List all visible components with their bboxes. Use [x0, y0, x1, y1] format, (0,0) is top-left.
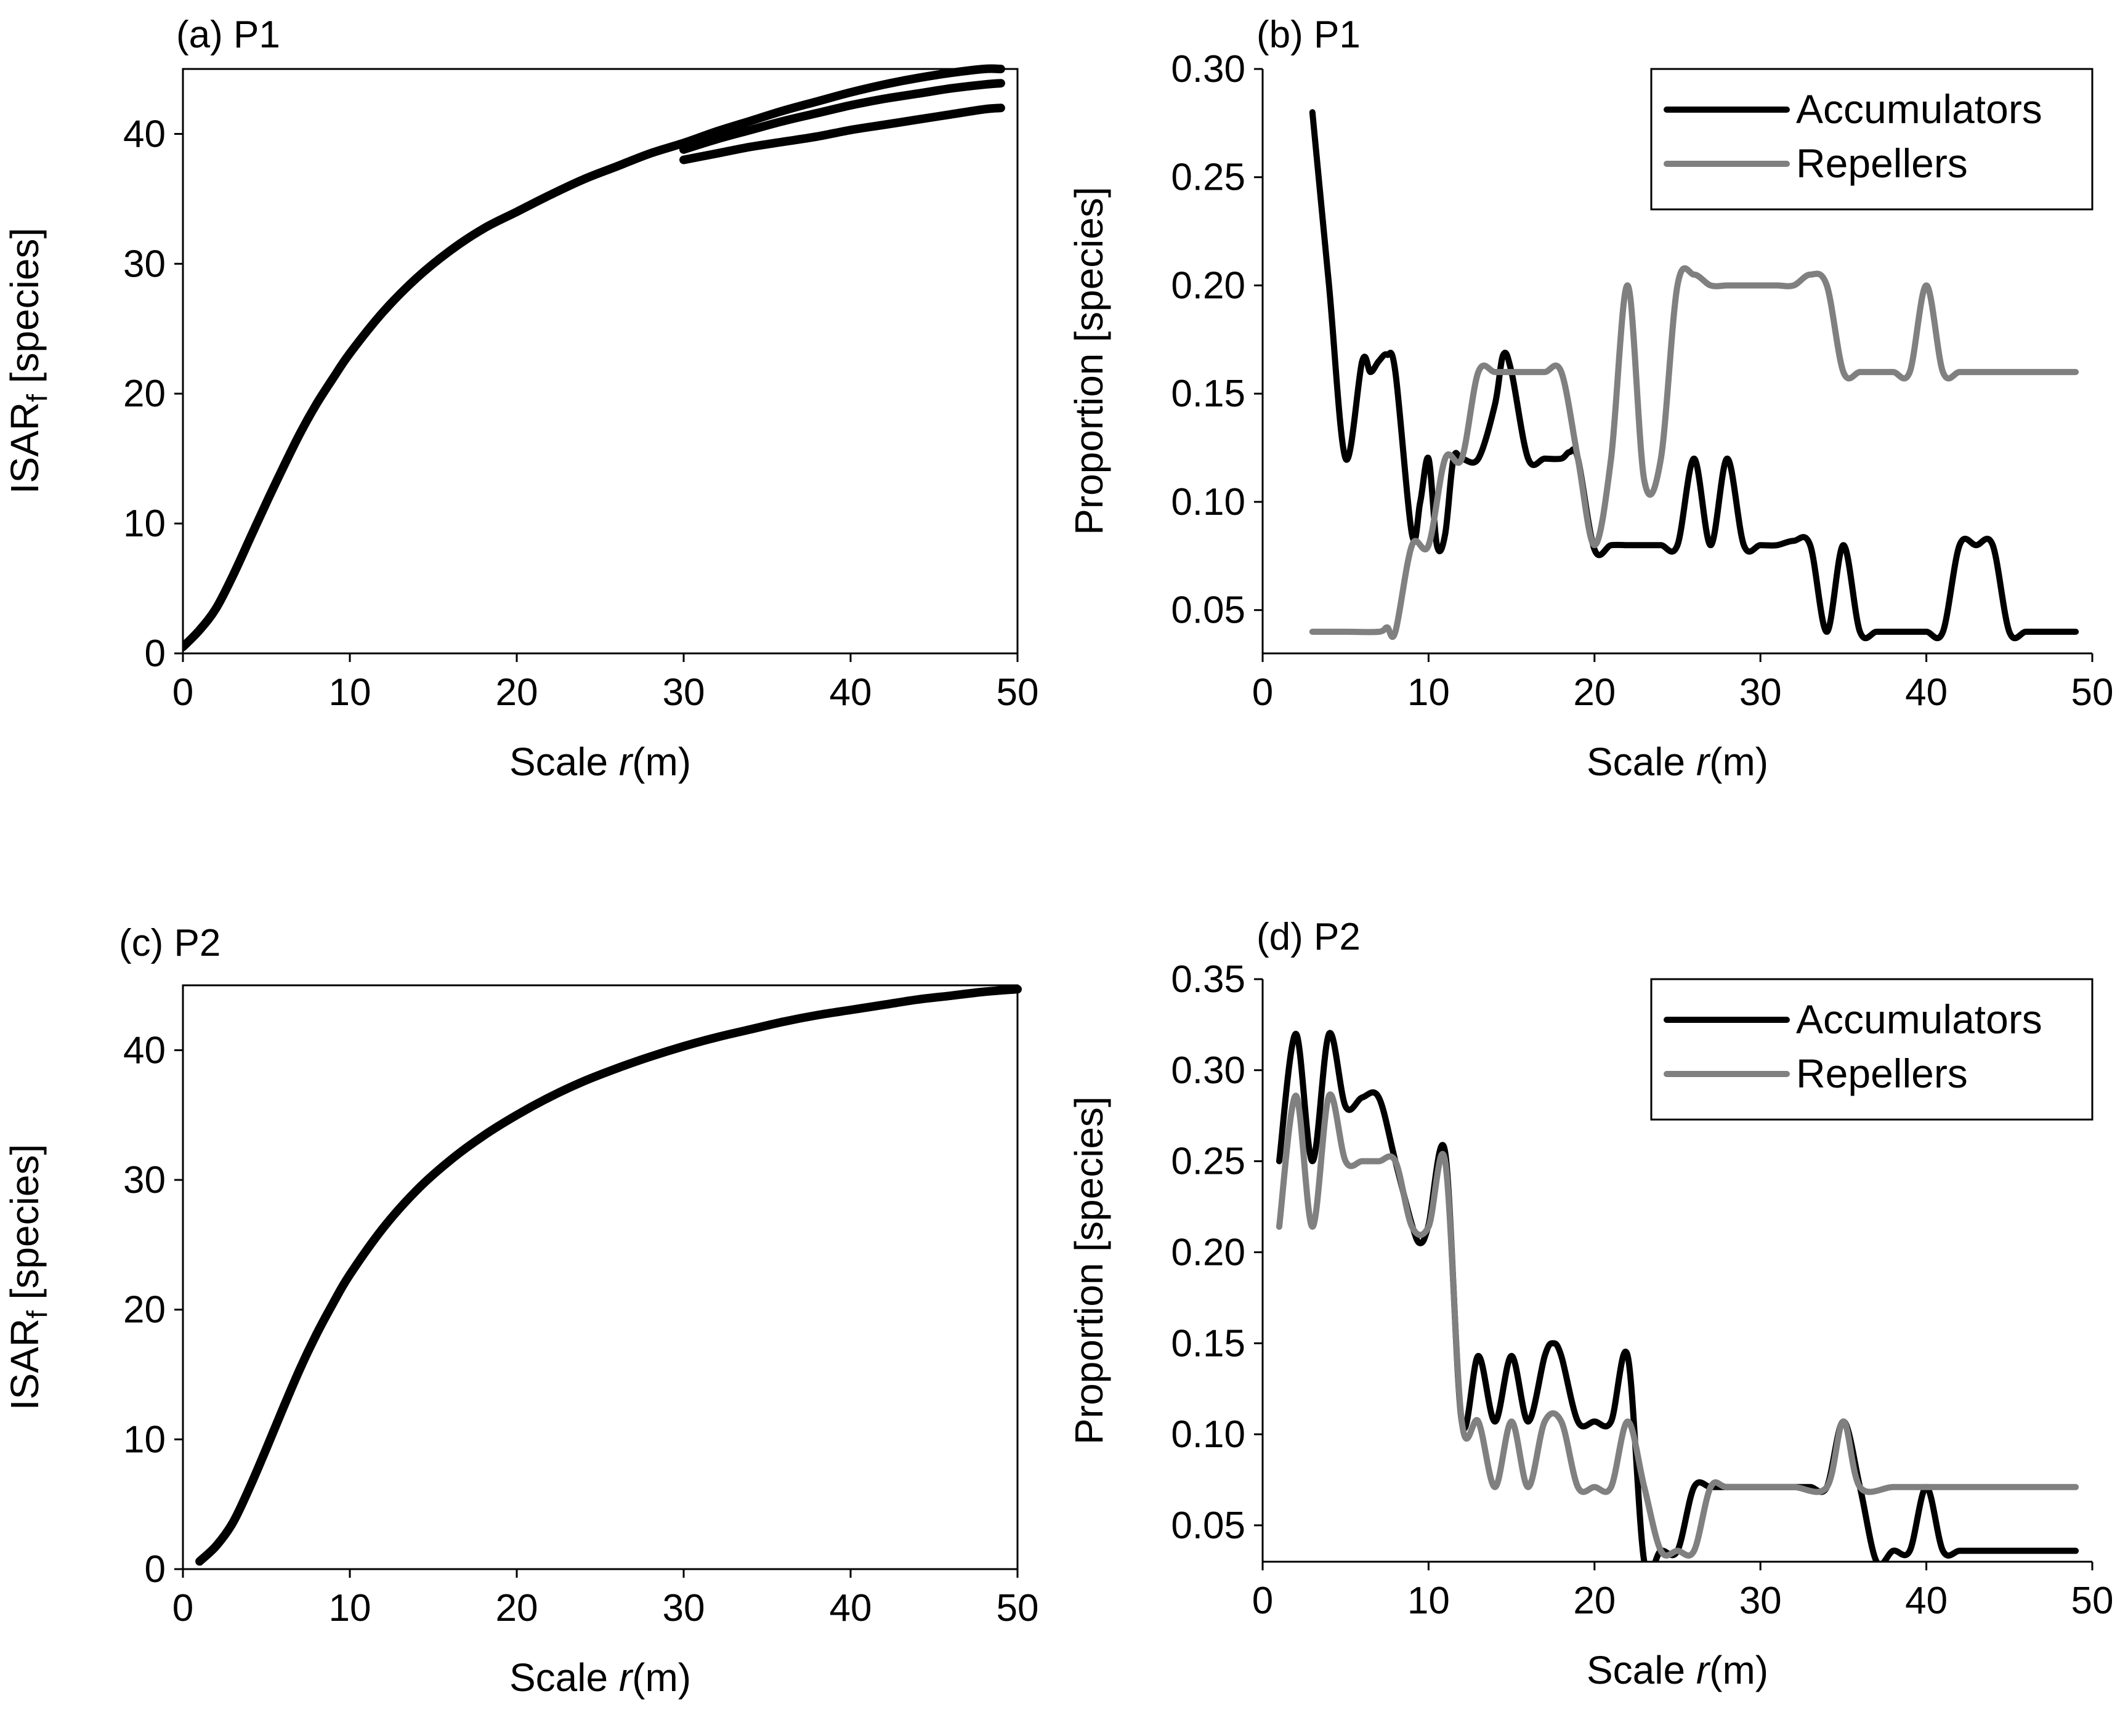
- series-line-accumulators: [1309, 109, 2079, 642]
- x-tick-label: 20: [1573, 1580, 1616, 1622]
- y-tick-label: 0.25: [1171, 1141, 1245, 1183]
- x-tick-label: 0: [172, 671, 193, 714]
- y-tick-label: 0.35: [1171, 958, 1245, 1001]
- panel-title: (c) P2: [119, 922, 220, 964]
- x-tick-label: 30: [663, 671, 705, 714]
- series-line-repellers: [1309, 265, 2079, 640]
- plot-frame: [182, 68, 1019, 655]
- series-group: [183, 64, 1005, 652]
- y-tick-label: 0.30: [1171, 1049, 1245, 1092]
- y-tick-label: 0.15: [1171, 1322, 1245, 1365]
- x-tick-label: 50: [2071, 671, 2114, 714]
- y-tick-label: 0.30: [1171, 48, 1245, 91]
- legend-box: [1650, 978, 2094, 1121]
- y-tick-label: 0.10: [1171, 481, 1245, 523]
- legend-label: Accumulators: [1796, 86, 2042, 132]
- x-axis-title: Scale r(m): [1587, 740, 1768, 784]
- panel-title: (a) P1: [176, 14, 280, 56]
- x-tick-label: 20: [1573, 671, 1616, 714]
- series-line-isarf-curves: [195, 985, 1022, 1566]
- series-group: [1309, 109, 2079, 642]
- x-tick-label: 0: [1252, 1580, 1273, 1622]
- y-tick-label: 0.05: [1171, 589, 1245, 632]
- y-axis-title: ISARf [species]: [2, 1144, 53, 1411]
- panel-b: 0 10 20 30 40 50 0.05 0.10 0.15 0.20 0.25 0.30 (b) P…: [1067, 14, 2113, 784]
- x-tick-label: 40: [830, 671, 872, 714]
- legend-box: [1650, 68, 2094, 211]
- x-tick-label: 30: [1739, 671, 1782, 714]
- x-tick-label: 40: [1905, 1580, 1948, 1622]
- y-tick-label: 0: [145, 632, 166, 675]
- y-axis-title: ISARf [species]: [2, 228, 53, 495]
- y-tick-label: 20: [123, 373, 166, 415]
- legend: Accumulators Repellers: [1650, 978, 2094, 1121]
- y-tick-label: 30: [123, 1159, 166, 1201]
- x-tick-label: 50: [2071, 1580, 2114, 1622]
- series-group: [1276, 1030, 2079, 1562]
- legend: Accumulators Repellers: [1650, 68, 2094, 211]
- y-tick-label: 0: [145, 1548, 166, 1591]
- x-axis-title: Scale r(m): [509, 740, 691, 784]
- y-tick-label: 40: [123, 113, 166, 155]
- y-tick-label: 0.20: [1171, 1231, 1245, 1274]
- x-tick-label: 20: [496, 671, 538, 714]
- x-tick-label: 10: [329, 671, 371, 714]
- panel-a: 0 10 20 30 40 50 0 10 20 30 40 (a) P1 Scale r(m) ISAR…: [2, 14, 1038, 784]
- x-tick-label: 50: [997, 1587, 1039, 1629]
- x-tick-label: 20: [496, 1587, 538, 1629]
- series-line-isarf-curves-middle-: [679, 79, 1005, 154]
- legend-label: Repellers: [1796, 140, 1968, 186]
- x-tick-label: 30: [663, 1587, 705, 1629]
- y-tick-label: 10: [123, 1418, 166, 1461]
- y-tick-label: 30: [123, 243, 166, 285]
- legend-label: Repellers: [1796, 1051, 1968, 1096]
- x-tick-label: 30: [1739, 1580, 1782, 1622]
- y-axis-title: Proportion [species]: [1067, 1096, 1111, 1445]
- x-tick-label: 50: [997, 671, 1039, 714]
- panel-title: (b) P1: [1256, 14, 1361, 56]
- y-tick-label: 0.10: [1171, 1413, 1245, 1456]
- y-tick-label: 0.15: [1171, 373, 1245, 415]
- y-tick-label: 10: [123, 503, 166, 545]
- x-axis-title: Scale r(m): [509, 1655, 691, 1700]
- y-tick-label: 40: [123, 1029, 166, 1072]
- x-tick-label: 10: [1407, 671, 1450, 714]
- y-tick-label: 20: [123, 1289, 166, 1331]
- y-tick-label: 0.25: [1171, 156, 1245, 199]
- x-tick-label: 10: [329, 1587, 371, 1629]
- y-tick-label: 0.05: [1171, 1504, 1245, 1547]
- legend-label: Accumulators: [1796, 996, 2042, 1042]
- x-tick-label: 40: [830, 1587, 872, 1629]
- series-line-isarf-curves-upper-envelope-: [183, 64, 1005, 652]
- panel-d: 0 10 20 30 40 50 0.05 0.10 0.15 0.20 0.25 0.30 0.35 (…: [1067, 916, 2113, 1692]
- x-tick-label: 10: [1407, 1580, 1450, 1622]
- series-line-repellers: [1276, 1091, 2079, 1559]
- y-tick-label: 0.20: [1171, 264, 1245, 307]
- x-tick-label: 40: [1905, 671, 1948, 714]
- x-tick-label: 0: [172, 1587, 193, 1629]
- panel-c: 0 10 20 30 40 50 0 10 20 30 40 (c) P2 Scale r(m) ISAR…: [2, 922, 1038, 1700]
- plot-frame: [182, 984, 1019, 1570]
- series-line-isarf-curves-lower-envelope-: [679, 103, 1005, 164]
- x-tick-label: 0: [1252, 671, 1273, 714]
- x-axis-title: Scale r(m): [1587, 1648, 1768, 1692]
- y-axis-title: Proportion [species]: [1067, 187, 1111, 535]
- panel-title: (d) P2: [1256, 916, 1361, 958]
- series-group: [195, 985, 1022, 1566]
